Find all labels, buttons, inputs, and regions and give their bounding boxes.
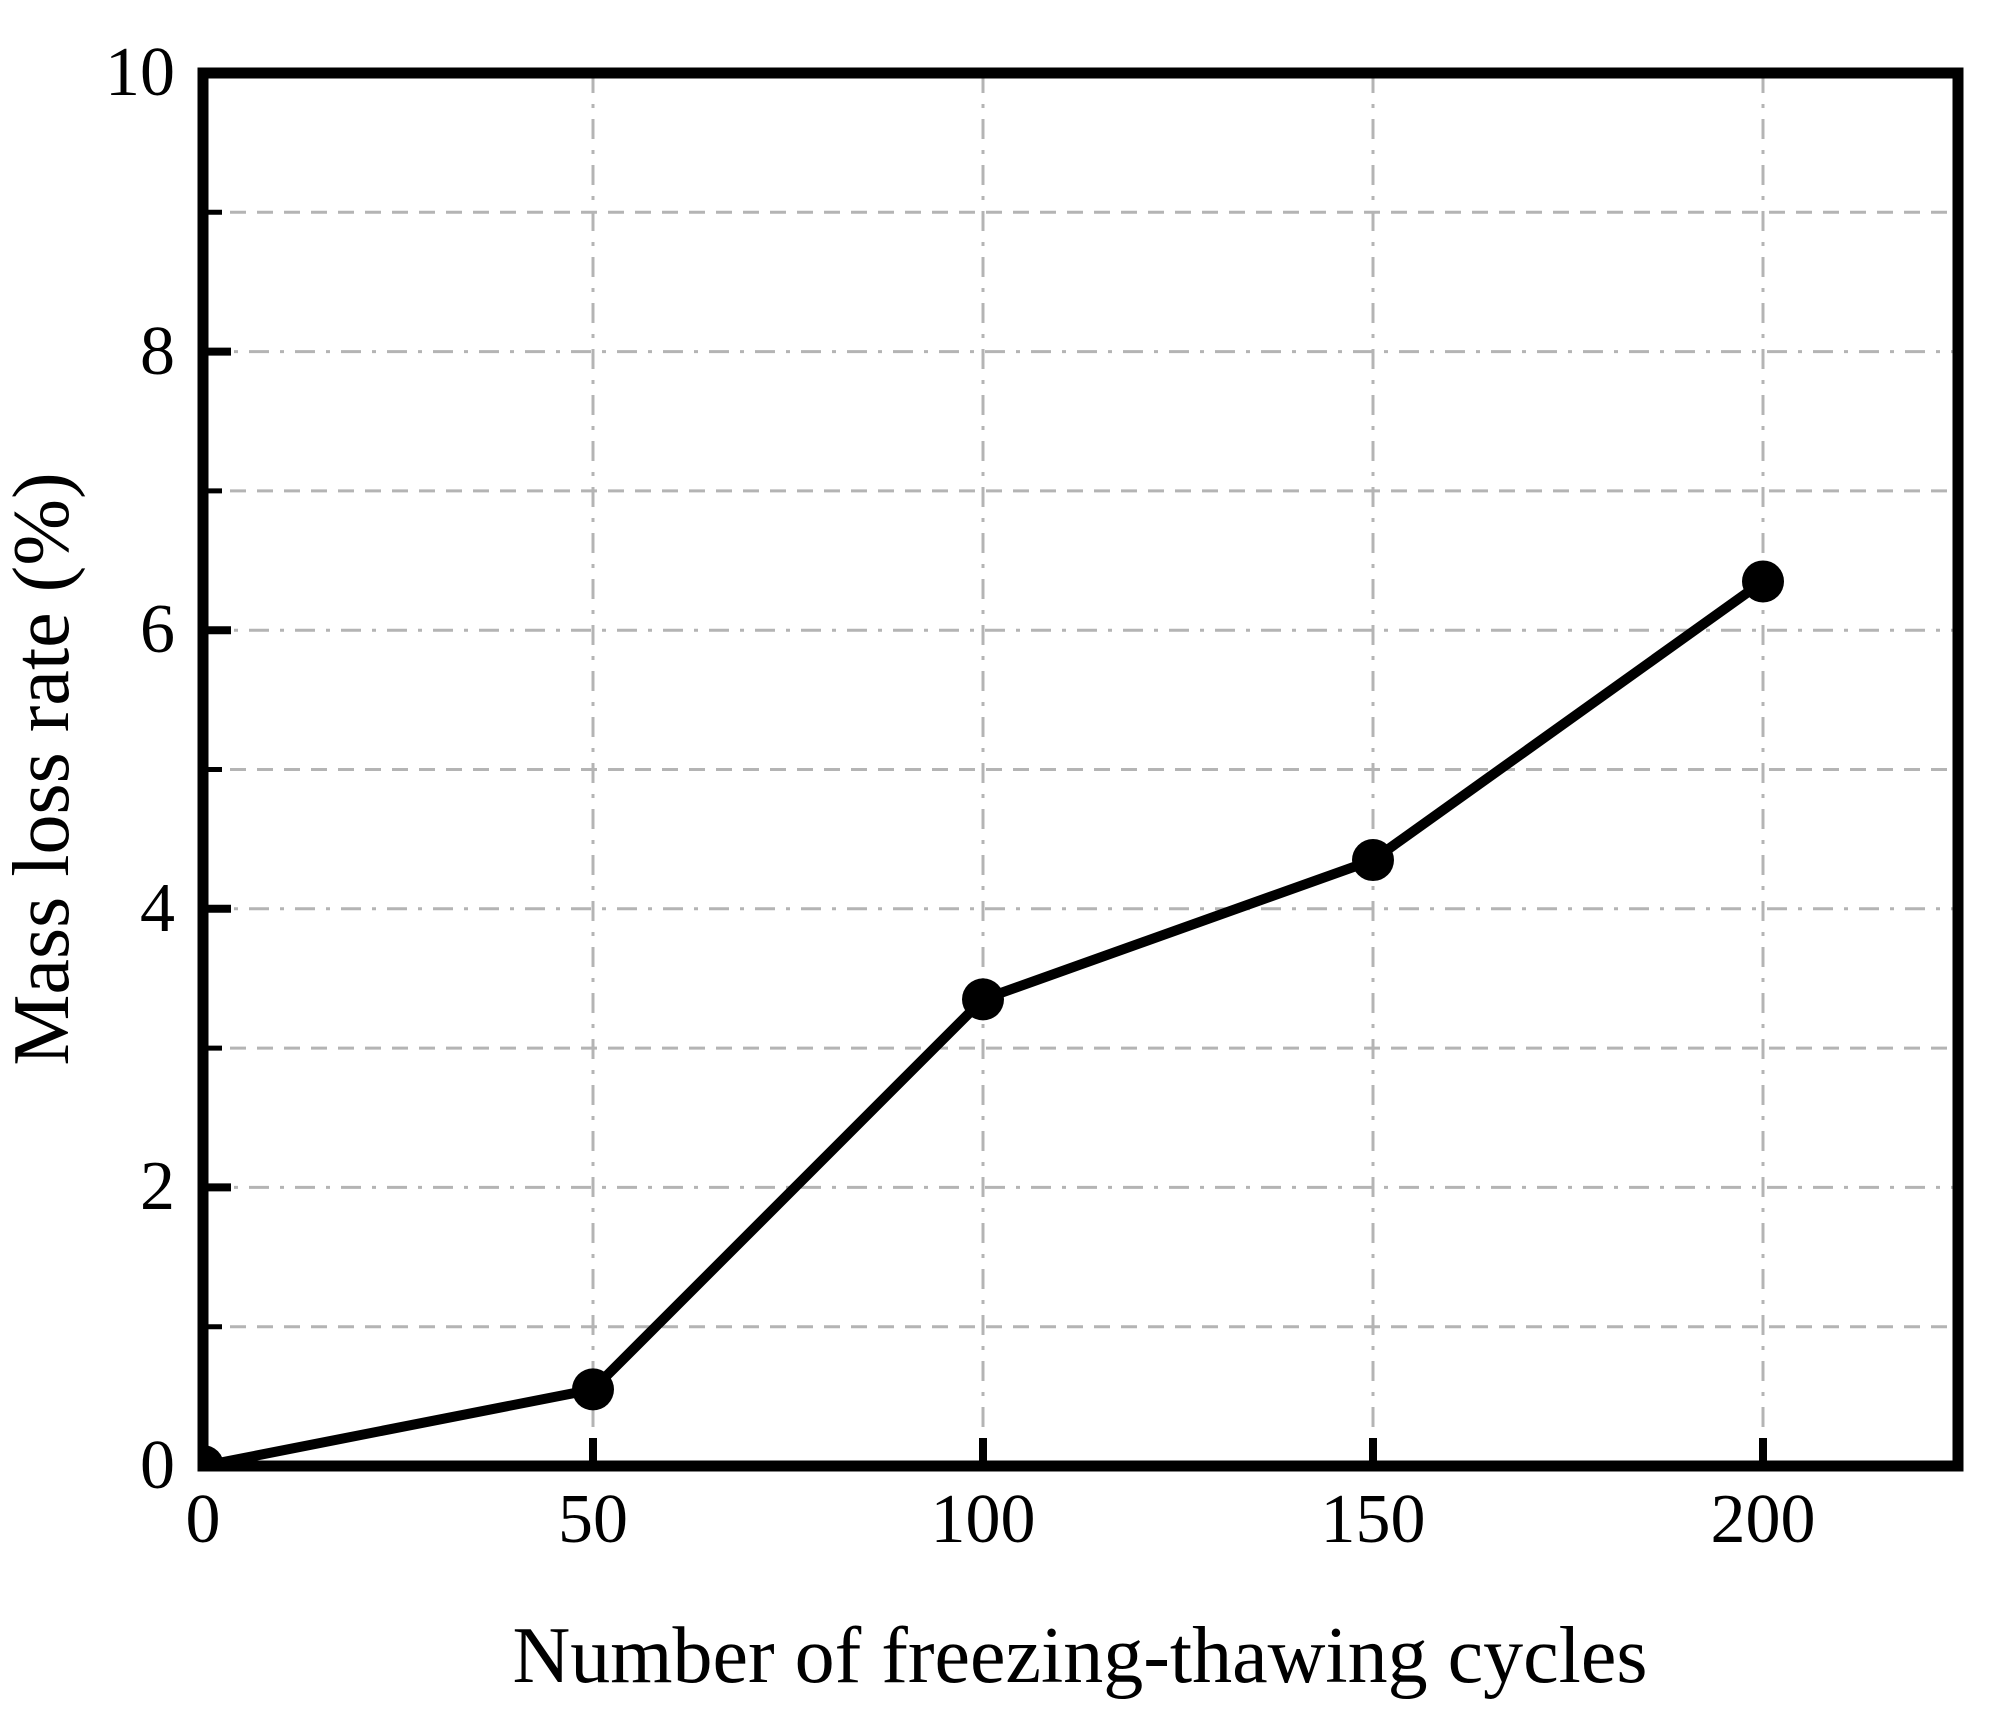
x-tick-label: 100 <box>930 1481 1036 1558</box>
series-group <box>203 560 1784 1466</box>
y-tick-label: 6 <box>140 591 175 669</box>
y-tick-label: 4 <box>140 869 175 947</box>
data-point-marker <box>1352 839 1394 882</box>
x-tick-label: 200 <box>1710 1481 1816 1558</box>
data-point-marker <box>1742 560 1784 603</box>
y-tick-label: 10 <box>105 34 175 111</box>
data-point-marker <box>962 978 1004 1021</box>
y-tick-label: 8 <box>140 312 175 390</box>
x-tick-label: 50 <box>558 1481 628 1558</box>
x-tick-label: 0 <box>185 1481 221 1558</box>
axes-frame <box>197 67 1964 1472</box>
y-tick-label: 0 <box>140 1427 175 1504</box>
y-tick-label: 2 <box>140 1148 175 1226</box>
data-point-marker <box>572 1368 614 1411</box>
y-axis-title: Mass loss rate (%) <box>0 472 86 1066</box>
x-tick-label: 150 <box>1320 1481 1426 1558</box>
x-axis-title: Number of freezing-thawing cycles <box>512 1612 1648 1700</box>
